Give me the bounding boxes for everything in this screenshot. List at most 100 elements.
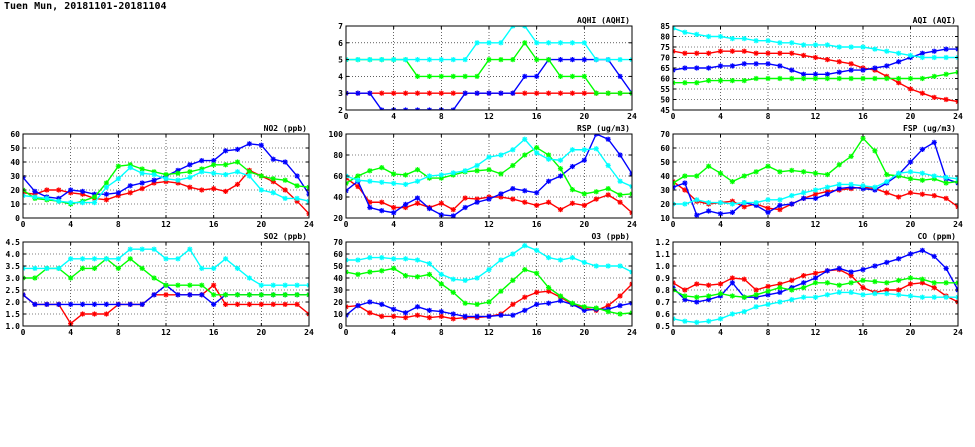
data-point	[402, 57, 409, 63]
data-point	[258, 282, 264, 288]
data-point	[234, 292, 241, 298]
data-point	[391, 204, 397, 211]
data-point	[824, 71, 830, 77]
data-point	[258, 301, 264, 307]
data-point	[593, 263, 599, 269]
y-tick-label: 100	[329, 130, 344, 139]
data-point	[801, 71, 807, 77]
data-point	[605, 57, 611, 63]
y-tick-label: 3.5	[6, 262, 21, 271]
data-point	[486, 57, 492, 63]
y-tick-label: 60	[333, 250, 343, 259]
data-point	[486, 267, 492, 273]
series-line	[346, 58, 632, 110]
data-point	[486, 40, 492, 46]
data-point	[569, 40, 576, 46]
data-point	[673, 316, 676, 322]
data-point	[682, 187, 688, 193]
data-point	[44, 265, 50, 271]
data-point	[379, 313, 385, 319]
data-point	[919, 90, 925, 96]
data-point	[557, 293, 564, 299]
data-point	[824, 57, 830, 63]
data-point	[510, 162, 516, 169]
data-point	[534, 40, 540, 46]
y-tick-label: 60	[660, 75, 670, 84]
y-tick-label: 4	[338, 72, 343, 81]
data-point	[836, 69, 842, 75]
data-point	[673, 26, 676, 31]
data-point	[151, 172, 157, 178]
data-point	[294, 301, 300, 307]
data-point	[510, 196, 516, 202]
data-point	[91, 265, 98, 271]
x-tick-label: 0	[344, 112, 349, 121]
data-point	[139, 166, 145, 172]
data-point	[569, 90, 576, 96]
data-point	[860, 277, 866, 283]
data-point	[557, 73, 564, 79]
data-point	[617, 192, 623, 198]
y-tick-label: 70	[660, 54, 670, 63]
data-point	[907, 169, 914, 175]
data-point	[629, 210, 632, 216]
data-point	[222, 188, 229, 194]
data-point	[510, 312, 516, 318]
data-point	[32, 275, 38, 281]
series-series4	[673, 169, 958, 207]
series-series2	[346, 57, 632, 110]
data-point	[765, 292, 771, 298]
data-point	[79, 256, 86, 262]
data-point	[836, 181, 842, 187]
data-point	[534, 57, 540, 63]
data-point	[765, 38, 771, 44]
x-tick-label: 0	[21, 328, 26, 337]
data-point	[848, 280, 854, 286]
data-point	[306, 191, 309, 197]
x-tick-label: 12	[811, 220, 821, 229]
data-point	[211, 186, 217, 192]
data-point	[717, 211, 724, 217]
data-point	[270, 190, 276, 196]
data-point	[617, 178, 623, 184]
x-tick-label: 20	[257, 328, 267, 337]
data-point	[534, 202, 540, 208]
x-tick-label: 0	[671, 112, 676, 121]
data-point	[414, 57, 421, 63]
data-point	[355, 303, 361, 309]
data-point	[848, 44, 854, 50]
data-point	[379, 199, 385, 205]
data-point	[534, 190, 540, 196]
data-point	[474, 313, 480, 319]
data-point	[824, 184, 830, 190]
data-point	[919, 75, 925, 82]
data-point	[741, 276, 747, 282]
data-point	[355, 57, 361, 63]
data-point	[765, 50, 771, 56]
data-point	[450, 289, 456, 295]
x-tick-label: 12	[161, 220, 171, 229]
data-point	[545, 57, 552, 63]
data-point	[872, 148, 878, 154]
chart-title: FSP (ug/m3)	[903, 124, 956, 133]
data-point	[115, 176, 121, 182]
x-tick-label: 24	[627, 328, 637, 337]
x-tick-label: 24	[953, 220, 963, 229]
y-tick-label: 80	[333, 151, 343, 160]
data-point	[884, 63, 890, 69]
data-point	[438, 73, 444, 79]
x-tick-label: 12	[811, 112, 821, 121]
x-tick-label: 12	[811, 328, 821, 337]
data-point	[765, 301, 771, 307]
data-point	[222, 162, 229, 168]
x-tick-label: 8	[439, 328, 444, 337]
series-series2	[346, 134, 632, 218]
series-line	[673, 48, 958, 76]
x-tick-label: 8	[766, 112, 771, 121]
data-point	[367, 310, 373, 316]
data-point	[474, 40, 480, 46]
data-point	[673, 48, 676, 54]
data-point	[729, 78, 735, 84]
data-point	[569, 255, 576, 261]
data-point	[789, 67, 795, 73]
